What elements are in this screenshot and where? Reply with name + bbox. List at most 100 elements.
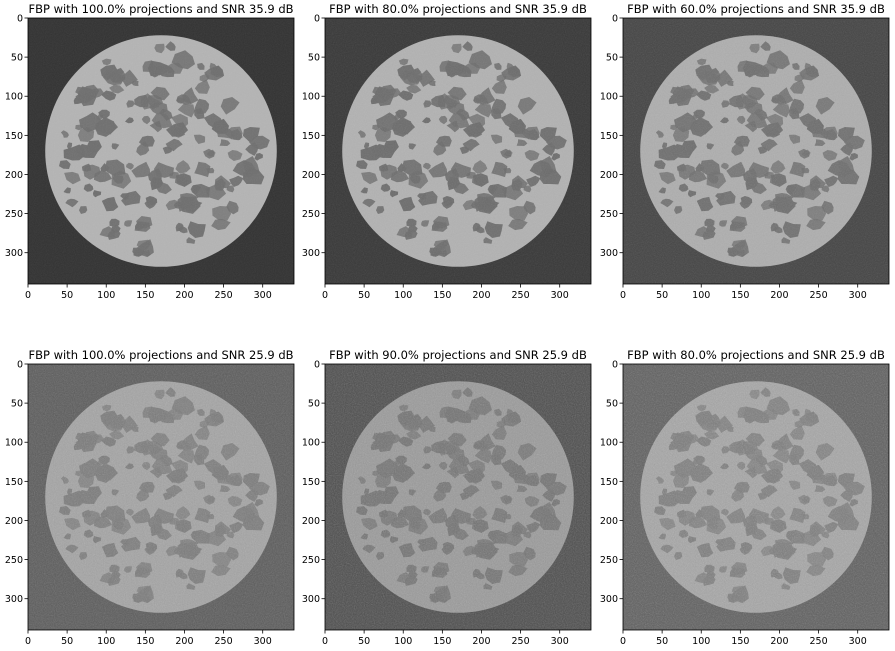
- reconstruction-image: [28, 364, 294, 630]
- x-tick-label: 100: [394, 290, 412, 301]
- panel-title: FBP with 80.0% projections and SNR 35.9 …: [329, 2, 587, 16]
- y-tick-label: 150: [302, 131, 320, 142]
- reconstruction-image: [623, 18, 889, 284]
- reconstruction-image: [28, 18, 294, 284]
- y-tick-label: 300: [5, 248, 23, 259]
- y-tick-label: 100: [302, 438, 320, 449]
- x-tick-label: 0: [620, 636, 626, 647]
- x-tick-label: 250: [215, 290, 233, 301]
- y-tick-label: 300: [600, 248, 618, 259]
- y-tick-label: 150: [600, 477, 618, 488]
- y-tick-label: 100: [302, 92, 320, 103]
- y-tick-label: 250: [5, 209, 23, 220]
- noise-overlay: [325, 364, 591, 630]
- y-tick-label: 250: [302, 209, 320, 220]
- y-tick-label: 300: [302, 248, 320, 259]
- y-tick-label: 150: [302, 477, 320, 488]
- y-tick-label: 0: [314, 14, 320, 25]
- y-tick-label: 200: [302, 170, 320, 181]
- x-tick-label: 200: [175, 290, 193, 301]
- x-tick-label: 150: [136, 290, 154, 301]
- panel-4: FBP with 100.0% projections and SNR 25.9…: [5, 348, 295, 647]
- x-tick-label: 250: [215, 636, 233, 647]
- x-tick-label: 200: [472, 290, 490, 301]
- axes-frame: [27, 17, 295, 285]
- reconstruction-image: [325, 364, 591, 630]
- axes-frame: [622, 363, 890, 631]
- x-tick-label: 300: [849, 636, 867, 647]
- x-tick-label: 0: [25, 636, 31, 647]
- panel-title: FBP with 100.0% projections and SNR 35.9…: [28, 2, 293, 16]
- y-tick-label: 100: [5, 92, 23, 103]
- x-tick-label: 250: [512, 636, 530, 647]
- x-tick-label: 250: [810, 290, 828, 301]
- x-tick-label: 0: [620, 290, 626, 301]
- x-tick-label: 150: [731, 290, 749, 301]
- x-tick-label: 0: [322, 636, 328, 647]
- x-tick-label: 100: [692, 290, 710, 301]
- y-tick-label: 50: [308, 399, 320, 410]
- y-tick-label: 50: [11, 53, 23, 64]
- y-tick-label: 100: [600, 438, 618, 449]
- y-tick-label: 0: [17, 14, 23, 25]
- y-tick-label: 250: [5, 555, 23, 566]
- x-tick-label: 200: [472, 636, 490, 647]
- y-tick-label: 200: [5, 170, 23, 181]
- x-tick-label: 200: [175, 636, 193, 647]
- panel-title: FBP with 100.0% projections and SNR 25.9…: [28, 348, 293, 362]
- y-tick-label: 0: [612, 360, 618, 371]
- x-tick-label: 300: [849, 290, 867, 301]
- panel-1: FBP with 100.0% projections and SNR 35.9…: [5, 2, 295, 301]
- noise-overlay: [28, 364, 294, 630]
- x-tick-label: 150: [433, 636, 451, 647]
- x-tick-label: 100: [394, 636, 412, 647]
- y-tick-label: 250: [600, 209, 618, 220]
- x-tick-label: 150: [731, 636, 749, 647]
- x-tick-label: 100: [97, 636, 115, 647]
- y-tick-label: 150: [5, 477, 23, 488]
- x-tick-label: 250: [810, 636, 828, 647]
- noise-overlay: [28, 18, 294, 284]
- axes-frame: [27, 363, 295, 631]
- reconstruction-image: [623, 364, 889, 630]
- panel-5: FBP with 90.0% projections and SNR 25.9 …: [302, 348, 592, 647]
- axes-frame: [324, 17, 592, 285]
- x-tick-label: 100: [97, 290, 115, 301]
- noise-overlay: [325, 18, 591, 284]
- y-tick-label: 250: [302, 555, 320, 566]
- x-tick-label: 300: [254, 290, 272, 301]
- x-tick-label: 150: [136, 636, 154, 647]
- panel-title: FBP with 60.0% projections and SNR 35.9 …: [627, 2, 885, 16]
- x-tick-label: 50: [656, 636, 668, 647]
- y-tick-label: 50: [606, 53, 618, 64]
- x-tick-label: 50: [358, 290, 370, 301]
- y-tick-label: 150: [5, 131, 23, 142]
- x-tick-label: 0: [322, 290, 328, 301]
- y-tick-label: 50: [606, 399, 618, 410]
- axes-frame: [324, 363, 592, 631]
- y-tick-label: 300: [600, 594, 618, 605]
- x-tick-label: 200: [770, 290, 788, 301]
- panel-3: FBP with 60.0% projections and SNR 35.9 …: [600, 2, 890, 301]
- x-tick-label: 100: [692, 636, 710, 647]
- x-tick-label: 300: [551, 290, 569, 301]
- x-tick-label: 200: [770, 636, 788, 647]
- x-tick-label: 50: [358, 636, 370, 647]
- x-tick-label: 300: [254, 636, 272, 647]
- x-tick-label: 300: [551, 636, 569, 647]
- y-tick-label: 300: [302, 594, 320, 605]
- panel-title: FBP with 80.0% projections and SNR 25.9 …: [627, 348, 885, 362]
- x-tick-label: 250: [512, 290, 530, 301]
- x-tick-label: 50: [656, 290, 668, 301]
- x-tick-label: 50: [61, 290, 73, 301]
- noise-overlay: [623, 364, 889, 630]
- axes-frame: [622, 17, 890, 285]
- y-tick-label: 100: [5, 438, 23, 449]
- y-tick-label: 50: [11, 399, 23, 410]
- y-tick-label: 300: [5, 594, 23, 605]
- x-tick-label: 0: [25, 290, 31, 301]
- x-tick-label: 50: [61, 636, 73, 647]
- panel-2: FBP with 80.0% projections and SNR 35.9 …: [302, 2, 592, 301]
- y-tick-label: 50: [308, 53, 320, 64]
